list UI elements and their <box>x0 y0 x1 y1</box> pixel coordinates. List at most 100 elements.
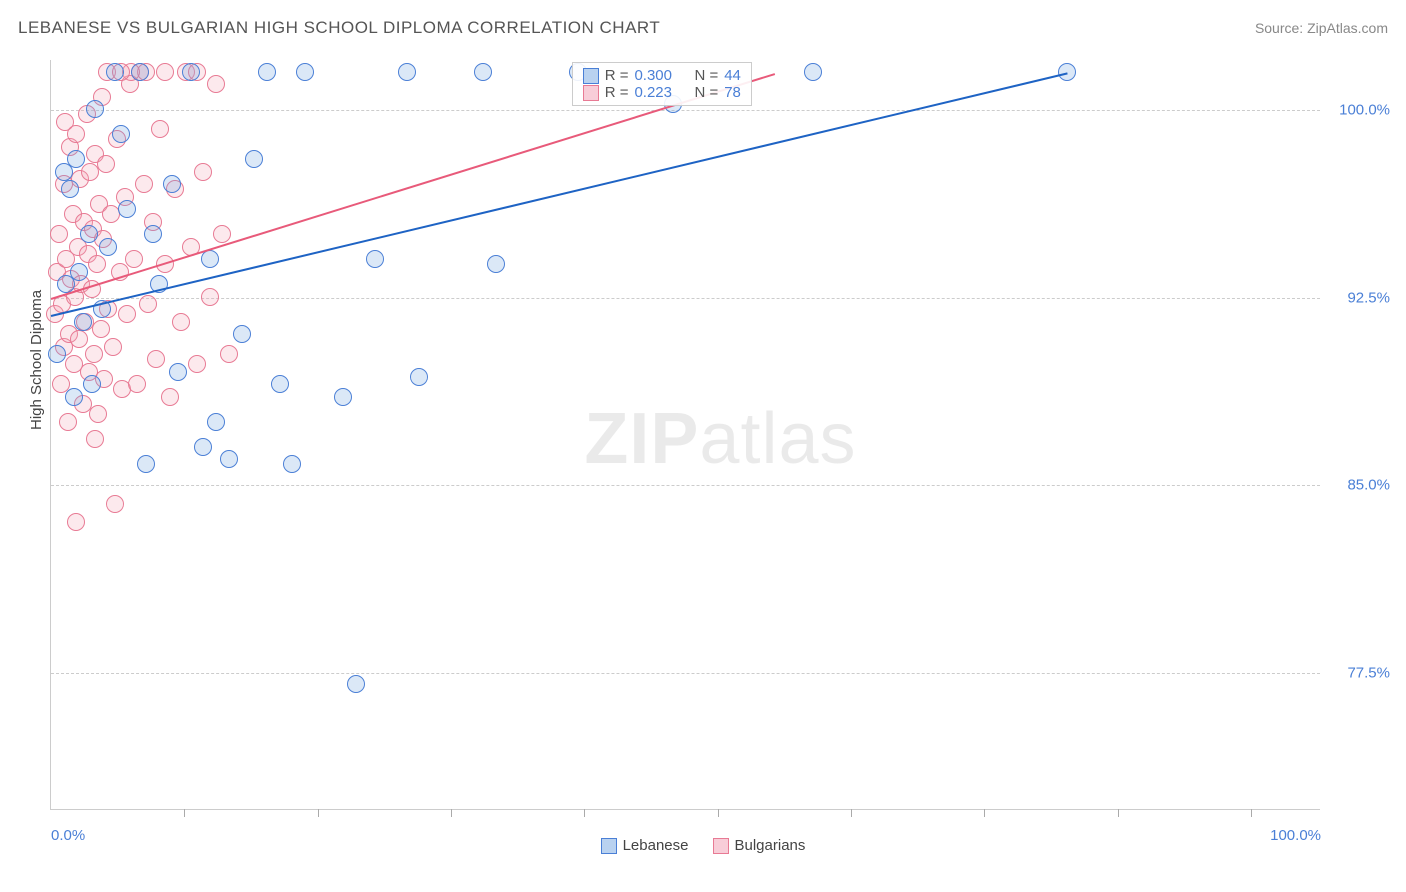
scatter-point <box>172 313 190 331</box>
scatter-point <box>474 63 492 81</box>
scatter-point <box>347 675 365 693</box>
scatter-point <box>194 438 212 456</box>
bottom-legend-item: Bulgarians <box>713 837 806 854</box>
scatter-point <box>201 250 219 268</box>
scatter-point <box>83 375 101 393</box>
scatter-point <box>220 345 238 363</box>
legend-n-label: N = <box>694 84 718 101</box>
scatter-point <box>271 375 289 393</box>
scatter-point <box>1058 63 1076 81</box>
legend-r-value: 0.300 <box>634 67 688 84</box>
scatter-point <box>88 255 106 273</box>
scatter-point <box>112 125 130 143</box>
scatter-point <box>67 150 85 168</box>
y-tick-label: 100.0% <box>1330 102 1390 119</box>
scatter-point <box>207 413 225 431</box>
legend-label: Bulgarians <box>735 837 806 854</box>
scatter-point <box>92 320 110 338</box>
scatter-point <box>70 263 88 281</box>
y-tick-label: 77.5% <box>1330 664 1390 681</box>
stats-legend: R = 0.300 N = 44 R = 0.223 N = 78 <box>572 62 752 106</box>
x-tick <box>851 809 852 817</box>
scatter-point <box>50 225 68 243</box>
stats-legend-row: R = 0.300 N = 44 <box>583 67 741 84</box>
y-tick-label: 85.0% <box>1330 477 1390 494</box>
x-tick <box>718 809 719 817</box>
scatter-point <box>89 405 107 423</box>
scatter-point <box>182 63 200 81</box>
scatter-point <box>410 368 428 386</box>
grid-line <box>51 298 1320 299</box>
y-tick-label: 92.5% <box>1330 289 1390 306</box>
x-tick <box>318 809 319 817</box>
scatter-point <box>147 350 165 368</box>
scatter-point <box>163 175 181 193</box>
scatter-point <box>137 455 155 473</box>
scatter-point <box>201 288 219 306</box>
grid-line <box>51 485 1320 486</box>
chart-title: LEBANESE VS BULGARIAN HIGH SCHOOL DIPLOM… <box>18 18 660 38</box>
scatter-point <box>86 430 104 448</box>
scatter-point <box>194 163 212 181</box>
scatter-point <box>213 225 231 243</box>
x-tick <box>184 809 185 817</box>
scatter-point <box>151 120 169 138</box>
plot-area: 77.5%85.0%92.5%100.0%0.0%100.0%ZIPatlasR… <box>50 60 1320 810</box>
grid-line <box>51 673 1320 674</box>
legend-n-value: 78 <box>724 84 741 101</box>
scatter-point <box>296 63 314 81</box>
scatter-point <box>487 255 505 273</box>
legend-swatch <box>601 838 617 854</box>
scatter-point <box>70 330 88 348</box>
x-tick <box>584 809 585 817</box>
scatter-point <box>67 125 85 143</box>
scatter-point <box>61 180 79 198</box>
scatter-point <box>67 513 85 531</box>
scatter-point <box>169 363 187 381</box>
scatter-point <box>125 250 143 268</box>
scatter-point <box>118 305 136 323</box>
x-tick <box>451 809 452 817</box>
legend-label: Lebanese <box>623 837 689 854</box>
scatter-point <box>334 388 352 406</box>
scatter-point <box>104 338 122 356</box>
scatter-point <box>74 313 92 331</box>
scatter-point <box>118 200 136 218</box>
legend-r-value: 0.223 <box>634 84 688 101</box>
scatter-point <box>258 63 276 81</box>
scatter-point <box>804 63 822 81</box>
scatter-point <box>144 225 162 243</box>
scatter-point <box>86 100 104 118</box>
y-axis-label: High School Diploma <box>28 290 45 430</box>
scatter-point <box>80 225 98 243</box>
scatter-point <box>106 63 124 81</box>
scatter-point <box>161 388 179 406</box>
bottom-legend: Lebanese Bulgarians <box>0 837 1406 854</box>
scatter-point <box>106 495 124 513</box>
trend-line <box>51 73 775 300</box>
legend-n-value: 44 <box>724 67 741 84</box>
legend-r-label: R = <box>605 67 629 84</box>
scatter-point <box>220 450 238 468</box>
watermark: ZIPatlas <box>584 398 856 480</box>
scatter-point <box>59 413 77 431</box>
bottom-legend-item: Lebanese <box>601 837 689 854</box>
chart-source: Source: ZipAtlas.com <box>1255 20 1388 36</box>
legend-swatch <box>583 68 599 84</box>
x-tick <box>1118 809 1119 817</box>
scatter-point <box>131 63 149 81</box>
scatter-point <box>245 150 263 168</box>
scatter-point <box>135 175 153 193</box>
scatter-point <box>283 455 301 473</box>
scatter-point <box>128 375 146 393</box>
scatter-point <box>233 325 251 343</box>
scatter-point <box>48 345 66 363</box>
scatter-point <box>99 238 117 256</box>
scatter-point <box>366 250 384 268</box>
legend-n-label: N = <box>694 67 718 84</box>
x-tick <box>984 809 985 817</box>
scatter-point <box>102 205 120 223</box>
legend-r-label: R = <box>605 84 629 101</box>
scatter-point <box>207 75 225 93</box>
grid-line <box>51 110 1320 111</box>
